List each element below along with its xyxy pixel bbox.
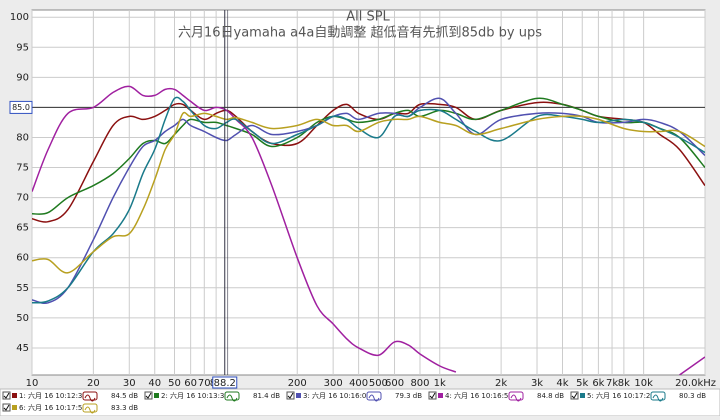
x-tick-label: 10 [26,378,39,389]
legend-check [145,392,152,399]
x-tick-label: 3k [531,378,543,389]
curve [32,97,705,215]
legend-label: 4: 六月 16 10:16:50 [445,391,513,400]
legend-checkbox[interactable] [2,391,11,400]
x-tick-label: 20.0kHz [675,378,716,389]
legend-curve-button[interactable] [82,391,98,401]
x-tick-label: 60 [184,378,197,389]
y-tick-label: 75 [16,163,29,174]
legend-curve-button[interactable] [650,391,666,401]
x-tick-label: 7k [606,378,618,389]
legend-label: 6: 六月 16 10:17:52 [19,403,87,412]
x-tick-label: 30 [123,378,136,389]
legend-swatch [154,393,159,398]
y-tick-label: 50 [16,313,29,324]
legend-check [3,392,10,399]
y-tick-label: 55 [16,283,29,294]
legend-check [3,404,10,411]
curve [32,85,705,375]
plot-area [31,9,706,376]
legend-check [571,392,578,399]
legend-value: 80.3 dB [679,392,706,400]
legend-checkbox[interactable] [144,391,153,400]
legend-check [429,392,436,399]
curve [32,96,705,304]
x-tick-label: 50 [168,378,181,389]
x-tick-label: 600 [385,378,404,389]
y-tick-label: 65 [16,223,29,234]
y-tick-label: 60 [16,253,29,264]
y-tick-label: 95 [16,42,29,53]
legend-curve-icon [368,394,380,402]
x-tick-label: 70 [198,378,211,389]
legend-value: 84.5 dB [111,392,138,400]
cursor-label: 88.2 [214,378,236,389]
legend-label: 5: 六月 16 10:17:24 [587,391,655,400]
cursor-label-box [212,376,238,389]
legend-checkbox[interactable] [570,391,579,400]
legend-curve-button[interactable] [82,403,98,413]
legend-value: 83.3 dB [111,404,138,412]
x-tick-label: 200 [288,378,307,389]
x-tick-label: 40 [148,378,161,389]
legend-swatch [12,405,17,410]
legend-curve-icon [510,394,522,402]
x-tick-label: 10k [634,378,653,389]
reference-label: 85.0 [12,103,30,112]
legend: 1: 六月 16 10:12:38 84.5 dB 2: 六月 16 10:13:3… [2,391,706,414]
grid [31,10,706,375]
y-tick-label: 80 [16,132,29,143]
y-tick-label: 90 [16,72,29,83]
y-tick-label: 100 [10,12,29,23]
legend-curve-button[interactable] [224,391,240,401]
x-tick-label: 1k [434,378,446,389]
legend-swatch [580,393,585,398]
legend-label: 2: 六月 16 10:13:32 [161,391,229,400]
curves [32,10,705,375]
legend-value: 81.4 dB [253,392,280,400]
curve [32,111,705,274]
legend-panel [0,388,720,417]
x-tick-label: 5k [576,378,588,389]
legend-swatch [296,393,301,398]
x-tick-label: 400 [349,378,368,389]
x-tick-label: 500 [369,378,388,389]
y-tick-label: 70 [16,193,29,204]
legend-curve-button[interactable] [508,391,524,401]
legend-value: 79.3 dB [395,392,422,400]
x-tick-label: 300 [324,378,343,389]
reference-label-box [9,100,33,114]
x-tick-label: 8k [618,378,630,389]
legend-swatch [12,393,17,398]
legend-checkbox[interactable] [428,391,437,400]
x-tick-label: 20 [87,378,100,389]
x-tick-label: 800 [410,378,429,389]
legend-label: 3: 六月 16 10:16:05 [303,391,371,400]
x-tick-label: 6k [592,378,604,389]
legend-curve-icon [226,394,238,402]
chart-subtitle: 六月16日yamaha a4a自動調整 超低音有先抓到85db by ups [178,25,542,41]
legend-checkbox[interactable] [286,391,295,400]
y-tick-label: 45 [16,343,29,354]
legend-value: 84.8 dB [537,392,564,400]
legend-curve-icon [652,394,664,402]
legend-curve-button[interactable] [366,391,382,401]
legend-curve-icon [84,394,96,402]
legend-label: 1: 六月 16 10:12:38 [19,391,87,400]
legend-check [287,392,294,399]
x-tick-label: 2k [495,378,507,389]
legend-checkbox[interactable] [2,403,11,412]
legend-swatch [438,393,443,398]
chart-title: All SPL [346,10,390,25]
legend-curve-icon [84,406,96,414]
x-tick-label: 4k [556,378,568,389]
